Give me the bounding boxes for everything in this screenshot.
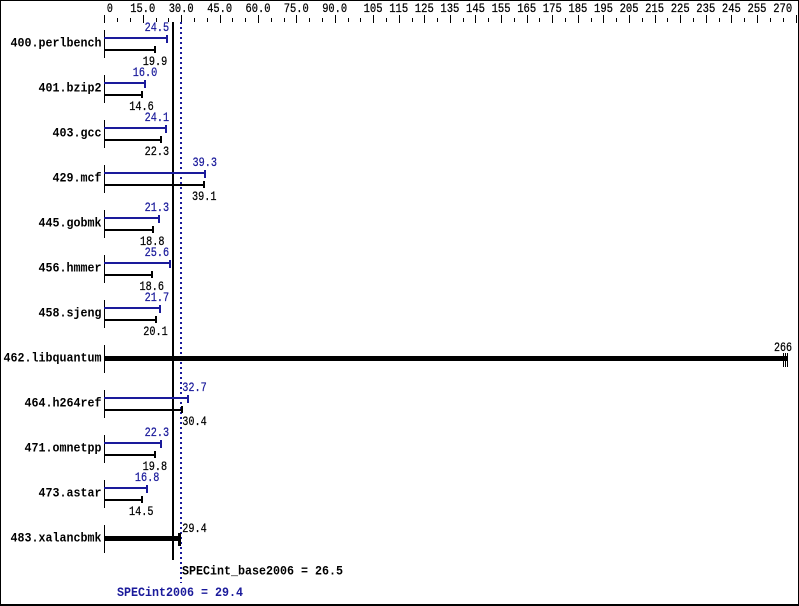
svg-text:115: 115 (389, 1, 408, 16)
svg-text:18.8: 18.8 (140, 234, 165, 249)
svg-text:30.4: 30.4 (182, 414, 207, 429)
svg-text:90.0: 90.0 (322, 1, 347, 16)
svg-text:32.7: 32.7 (182, 380, 207, 395)
svg-text:245: 245 (722, 1, 741, 16)
svg-text:21.3: 21.3 (145, 200, 170, 215)
svg-text:155: 155 (492, 1, 511, 16)
svg-text:456.hmmer: 456.hmmer (39, 261, 102, 276)
svg-text:255: 255 (748, 1, 767, 16)
svg-text:60.0: 60.0 (246, 1, 271, 16)
svg-text:205: 205 (620, 1, 639, 16)
svg-text:16.8: 16.8 (135, 470, 160, 485)
svg-text:266: 266 (774, 340, 792, 355)
svg-text:22.3: 22.3 (145, 144, 170, 159)
svg-text:215: 215 (645, 1, 664, 16)
svg-text:462.libquantum: 462.libquantum (4, 351, 102, 366)
svg-text:18.6: 18.6 (140, 279, 165, 294)
svg-text:403.gcc: 403.gcc (53, 126, 102, 141)
svg-text:400.perlbench: 400.perlbench (11, 36, 102, 51)
svg-text:SPECint2006 = 29.4: SPECint2006 = 29.4 (117, 585, 243, 600)
svg-text:24.1: 24.1 (145, 110, 170, 125)
svg-text:39.1: 39.1 (192, 189, 217, 204)
svg-text:471.omnetpp: 471.omnetpp (25, 441, 102, 456)
svg-text:20.1: 20.1 (143, 324, 168, 339)
svg-text:21.7: 21.7 (145, 290, 170, 305)
svg-text:16.0: 16.0 (133, 65, 158, 80)
svg-text:15.0: 15.0 (130, 1, 155, 16)
svg-text:19.9: 19.9 (143, 54, 168, 69)
svg-text:45.0: 45.0 (207, 1, 232, 16)
svg-text:145: 145 (466, 1, 485, 16)
svg-text:14.5: 14.5 (129, 504, 154, 519)
svg-text:225: 225 (671, 1, 690, 16)
svg-text:195: 195 (594, 1, 613, 16)
svg-text:125: 125 (415, 1, 434, 16)
svg-text:30.0: 30.0 (169, 1, 194, 16)
svg-text:401.bzip2: 401.bzip2 (39, 81, 102, 96)
svg-text:25.6: 25.6 (145, 245, 170, 260)
svg-text:135: 135 (440, 1, 459, 16)
svg-text:270: 270 (773, 1, 792, 16)
svg-text:22.3: 22.3 (145, 425, 170, 440)
svg-text:105: 105 (364, 1, 383, 16)
svg-text:SPECint_base2006 = 26.5: SPECint_base2006 = 26.5 (182, 564, 343, 579)
svg-text:19.8: 19.8 (143, 459, 168, 474)
svg-text:445.gobmk: 445.gobmk (39, 216, 102, 231)
svg-text:14.6: 14.6 (129, 99, 154, 114)
svg-text:235: 235 (696, 1, 715, 16)
svg-text:483.xalancbmk: 483.xalancbmk (11, 531, 102, 546)
svg-text:165: 165 (517, 1, 536, 16)
svg-text:175: 175 (543, 1, 562, 16)
svg-text:464.h264ref: 464.h264ref (25, 396, 102, 411)
svg-text:24.5: 24.5 (145, 20, 170, 35)
svg-text:75.0: 75.0 (284, 1, 309, 16)
svg-text:473.astar: 473.astar (39, 486, 102, 501)
svg-text:0: 0 (107, 1, 113, 16)
svg-text:429.mcf: 429.mcf (53, 171, 102, 186)
svg-text:458.sjeng: 458.sjeng (39, 306, 102, 321)
svg-text:39.3: 39.3 (193, 155, 218, 170)
svg-text:29.4: 29.4 (182, 521, 207, 536)
svg-text:185: 185 (568, 1, 587, 16)
